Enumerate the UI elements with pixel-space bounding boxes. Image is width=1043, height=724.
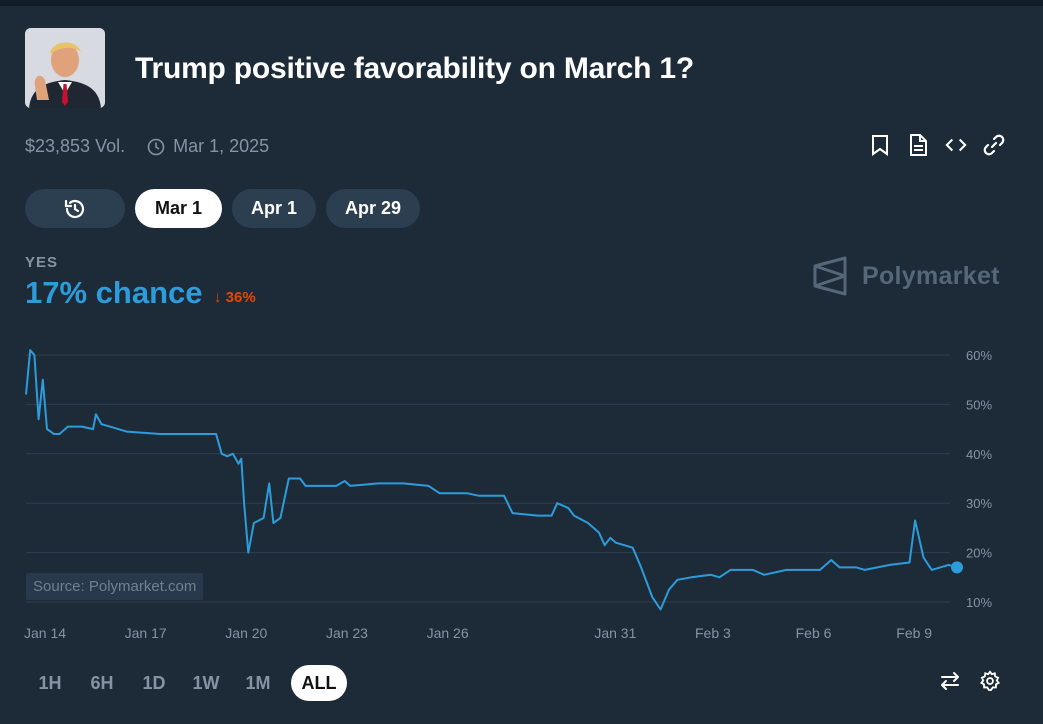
chart-controls xyxy=(939,670,1001,697)
x-tick-label: Feb 3 xyxy=(695,625,731,641)
x-tick-label: Feb 6 xyxy=(796,625,832,641)
x-tick-label: Jan 31 xyxy=(594,625,636,641)
range-1h[interactable]: 1H xyxy=(38,672,62,693)
time-range-selector: 1H 6H 1D 1W 1M ALL xyxy=(25,665,349,701)
code-icon[interactable] xyxy=(945,132,967,158)
range-all[interactable]: ALL xyxy=(291,665,347,701)
link-icon[interactable] xyxy=(983,132,1005,158)
source-label: Source: Polymarket.com xyxy=(26,573,204,600)
x-tick-label: Jan 17 xyxy=(125,625,167,641)
current-price-dot xyxy=(951,561,963,574)
market-meta: $23,853 Vol. Mar 1, 2025 xyxy=(25,136,269,157)
bookmark-icon[interactable] xyxy=(869,132,891,158)
x-tick-label: Jan 23 xyxy=(326,625,368,641)
top-bar xyxy=(0,0,1043,6)
history-icon xyxy=(64,199,85,218)
market-avatar xyxy=(25,28,105,108)
document-icon[interactable] xyxy=(907,132,929,158)
y-tick-label: 30% xyxy=(966,496,992,511)
outcome-label: YES xyxy=(25,254,59,271)
x-tick-label: Jan 14 xyxy=(24,625,66,641)
chance-value: 17% chance xyxy=(25,275,203,310)
y-tick-label: 40% xyxy=(966,447,992,462)
tab-apr-29[interactable]: Apr 29 xyxy=(326,189,420,228)
volume-label: $23,853 Vol. xyxy=(25,136,126,156)
tab-mar-1[interactable]: Mar 1 xyxy=(135,189,222,228)
y-tick-label: 50% xyxy=(966,397,992,412)
polymarket-logo: Polymarket xyxy=(812,256,1000,296)
history-button[interactable] xyxy=(25,189,125,228)
x-tick-label: Feb 9 xyxy=(896,625,932,641)
x-tick-label: Jan 20 xyxy=(225,625,267,641)
outcome-tabs: Mar 1 Apr 1 Apr 29 xyxy=(25,189,420,228)
swap-icon[interactable] xyxy=(939,670,961,697)
range-1w[interactable]: 1W xyxy=(192,672,220,693)
range-1m[interactable]: 1M xyxy=(245,672,271,693)
arrow-down-icon: ↓ xyxy=(214,289,222,306)
change-value: 36% xyxy=(225,289,256,306)
y-tick-label: 20% xyxy=(966,546,992,561)
price-chart: 10% 20% 30% 40% 50% 60% Jan 14 Jan 17 Jan 20 Jan… xyxy=(24,348,992,641)
range-6h[interactable]: 6H xyxy=(90,672,114,693)
end-date: Mar 1, 2025 xyxy=(173,136,270,156)
polymarket-mark-icon xyxy=(813,256,847,296)
change-indicator: ↓ 36% xyxy=(214,289,256,306)
gear-icon[interactable] xyxy=(979,670,1001,697)
market-actions xyxy=(869,132,1005,158)
range-1d[interactable]: 1D xyxy=(142,672,166,693)
series-line xyxy=(25,349,958,611)
market-title: Trump positive favorability on March 1? xyxy=(135,52,694,85)
tab-apr-1[interactable]: Apr 1 xyxy=(232,189,316,228)
y-tick-label: 10% xyxy=(966,595,992,610)
clock-icon xyxy=(147,138,165,156)
y-tick-label: 60% xyxy=(966,348,992,363)
brand-name: Polymarket xyxy=(862,261,1000,290)
x-tick-label: Jan 26 xyxy=(427,625,469,641)
